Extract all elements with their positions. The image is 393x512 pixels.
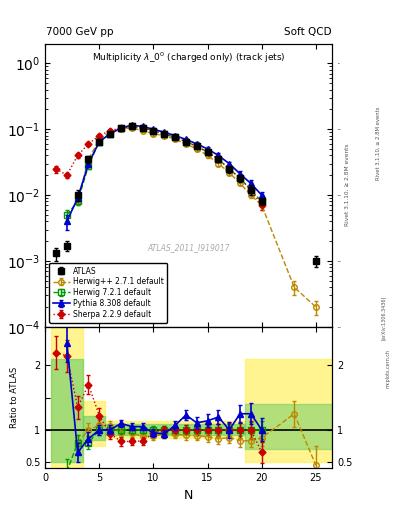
X-axis label: N: N: [184, 489, 193, 502]
Text: Multiplicity $\lambda\_0^0$ (charged only) (track jets): Multiplicity $\lambda\_0^0$ (charged onl…: [92, 51, 285, 65]
Text: Soft QCD: Soft QCD: [284, 27, 331, 37]
Legend: ATLAS, Herwig++ 2.7.1 default, Herwig 7.2.1 default, Pythia 8.308 default, Sherp: ATLAS, Herwig++ 2.7.1 default, Herwig 7.…: [49, 263, 167, 323]
Text: mcplots.cern.ch: mcplots.cern.ch: [386, 349, 391, 388]
Text: Rivet 3.1.10, ≥ 2.8M events: Rivet 3.1.10, ≥ 2.8M events: [376, 106, 380, 180]
Y-axis label: Rivet 3.1.10, ≥ 2.8M events: Rivet 3.1.10, ≥ 2.8M events: [345, 144, 350, 226]
Text: ATLAS_2011_I919017: ATLAS_2011_I919017: [147, 243, 230, 252]
Text: 7000 GeV pp: 7000 GeV pp: [46, 27, 114, 37]
Text: [arXiv:1306.3436]: [arXiv:1306.3436]: [381, 295, 386, 339]
Y-axis label: Ratio to ATLAS: Ratio to ATLAS: [10, 367, 19, 428]
